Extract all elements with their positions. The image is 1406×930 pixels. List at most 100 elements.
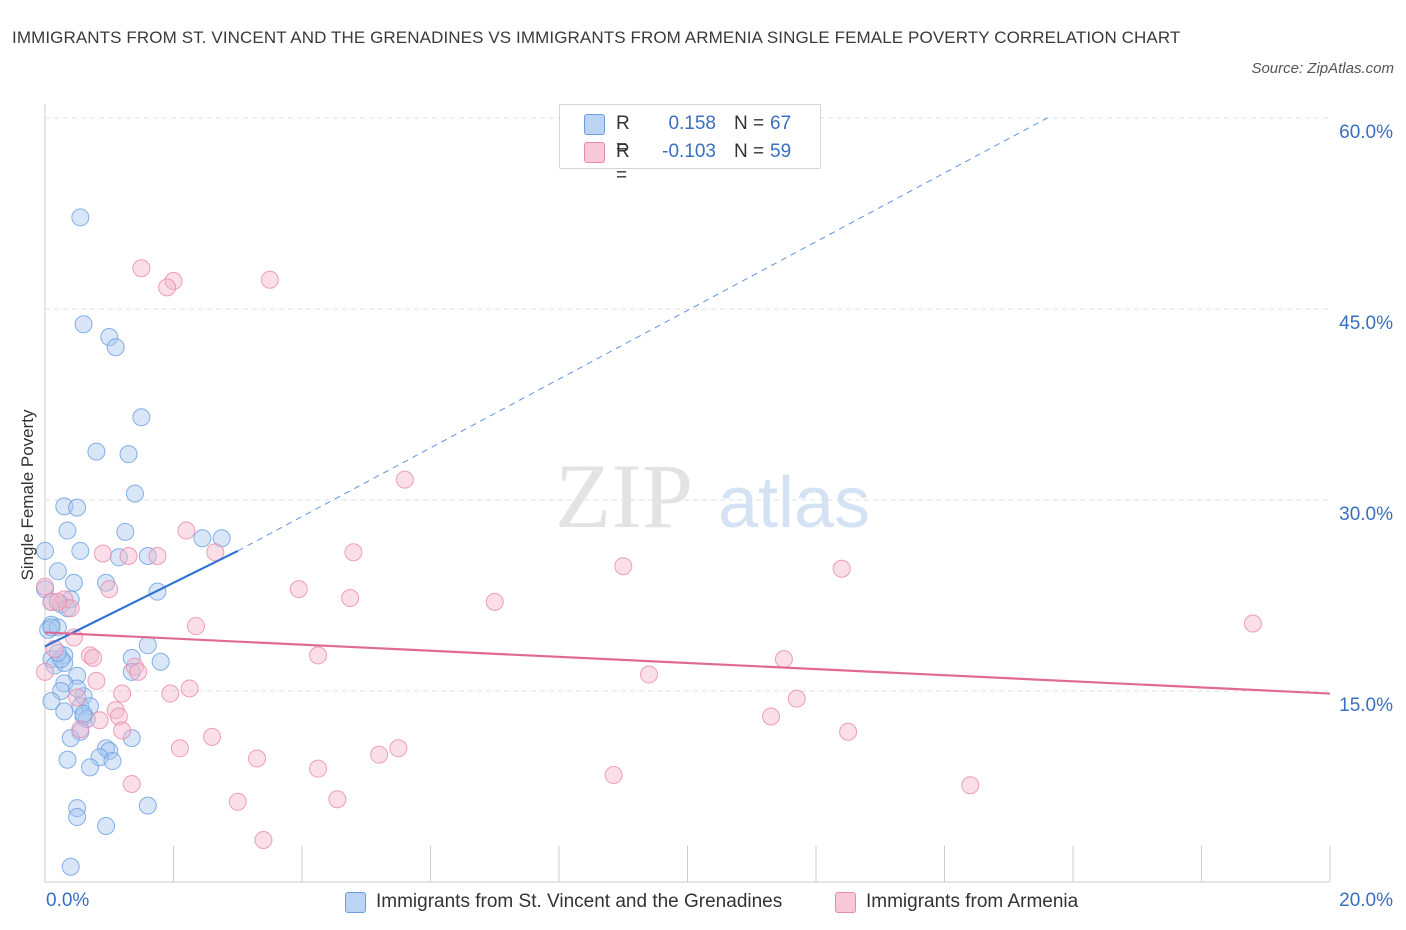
point-st-vincent [193,529,212,548]
point-armenia [344,543,363,562]
point-st-vincent [58,750,77,769]
point-st-vincent [68,808,87,827]
point-armenia [90,711,109,730]
point-armenia [604,766,623,785]
point-armenia [328,790,347,809]
legend-n-value: 59 [770,141,792,162]
point-armenia [125,657,144,676]
point-armenia [762,707,781,726]
point-st-vincent [61,857,80,876]
point-armenia [1243,614,1262,633]
point-armenia [170,739,189,758]
point-st-vincent [48,618,67,637]
point-st-vincent [103,752,122,771]
point-armenia [228,792,247,811]
axes [44,104,1331,883]
legend-label-series2: Immigrants from Armenia [866,891,1079,912]
point-armenia [132,259,151,278]
point-st-vincent [80,758,99,777]
point-st-vincent [36,541,54,560]
point-armenia [254,830,273,849]
point-st-vincent [74,687,93,706]
point-armenia [100,580,119,599]
point-st-vincent [64,573,83,592]
point-st-vincent [122,729,141,748]
point-armenia [48,592,67,611]
trend-lines [44,117,1331,695]
point-st-vincent [119,445,138,464]
y-tick-label: 60.0% [1339,122,1393,143]
point-armenia [119,547,138,566]
point-armenia [832,559,851,578]
y-tick-label: 30.0% [1339,504,1393,525]
legend-n-label: N = [734,141,765,162]
point-st-vincent [138,547,157,566]
point-st-vincent [151,652,170,671]
point-st-vincent [68,498,87,517]
watermark: ZIP atlas [555,445,870,547]
point-st-vincent [138,796,157,815]
point-armenia [839,722,858,741]
legend-swatch-series1 [584,114,605,135]
correlation-legend: R = 0.158 N = 67 R = -0.103 N = 59 [559,104,821,186]
y-tick-label: 45.0% [1339,313,1393,334]
point-armenia [109,707,128,726]
point-armenia [309,759,328,778]
grid-lines [45,117,1330,692]
point-armenia [80,646,99,665]
point-armenia [87,671,106,690]
point-st-vincent [42,692,61,711]
point-st-vincent [87,442,106,461]
x-tick-label-min: 0.0% [46,890,90,911]
point-armenia [122,774,141,793]
legend-swatch-series2 [584,142,605,163]
point-armenia [309,646,328,665]
point-st-vincent [97,816,116,835]
watermark-zip: ZIP [555,445,693,547]
point-armenia [787,689,806,708]
chart-title: IMMIGRANTS FROM ST. VINCENT AND THE GREN… [12,28,1181,47]
point-armenia [341,589,360,608]
point-armenia [164,271,183,290]
point-armenia [71,720,90,739]
point-st-vincent [100,741,119,760]
point-armenia [485,592,504,611]
data-points [36,208,1262,876]
point-st-vincent [71,208,90,227]
legend-n-value: 67 [770,113,792,134]
legend-r-label: R = [616,141,630,186]
point-armenia [260,270,279,289]
y-tick-label: 15.0% [1339,695,1393,716]
legend-n-label: N = [734,113,765,134]
point-st-vincent [132,408,151,427]
point-armenia [129,662,148,681]
point-armenia [84,648,103,667]
point-armenia [180,679,199,698]
point-st-vincent [125,484,144,503]
legend-swatch-series1 [345,892,366,913]
point-armenia [113,684,132,703]
legend-r-value: 0.158 [668,113,716,134]
point-st-vincent [138,636,157,655]
point-st-vincent [100,328,119,347]
point-armenia [45,639,64,658]
legend-label-series1: Immigrants from St. Vincent and the Gren… [376,891,783,912]
point-st-vincent [122,662,141,681]
y-axis-label: Single Female Poverty [18,409,37,581]
point-armenia [148,547,167,566]
point-armenia [370,745,389,764]
point-st-vincent [106,338,125,357]
point-armenia [248,749,267,768]
legend-r-label: R = [616,113,630,158]
point-st-vincent [48,562,67,581]
point-armenia [93,544,112,563]
point-st-vincent [71,541,90,560]
point-armenia [289,580,308,599]
point-st-vincent [55,497,74,516]
source-label: Source: ZipAtlas.com [1251,60,1394,77]
point-st-vincent [58,521,77,540]
point-armenia [206,543,225,562]
point-armenia [177,521,196,540]
x-tick-label-max: 20.0% [1339,890,1393,911]
